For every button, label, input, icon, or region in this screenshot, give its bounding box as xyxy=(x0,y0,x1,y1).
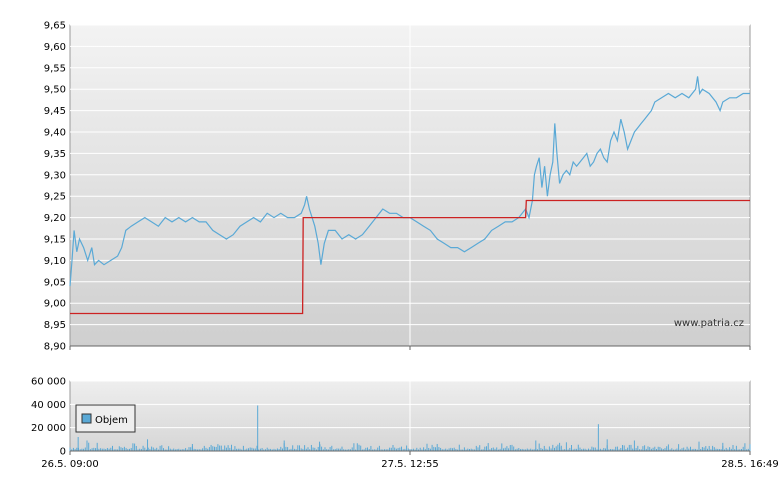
volume-legend: Objem xyxy=(75,404,136,433)
price-panel: 9,65 9,60 9,55 9,50 9,45 9,40 9,35 9,30 9,25 9,20… xyxy=(44,21,751,353)
volume-panel: 60 000 40 000 20 000 0 Objem 26.5. 09:00 27.5.… xyxy=(31,377,779,471)
price-tick-label: 8,90 xyxy=(44,342,66,353)
price-tick-label: 9,15 xyxy=(44,235,66,246)
price-tick-label: 9,45 xyxy=(44,106,66,117)
price-tick-label: 8,95 xyxy=(44,320,66,331)
price-tick-label: 9,35 xyxy=(44,149,66,160)
x-axis-label: 28.5. 16:49 xyxy=(721,459,778,470)
price-tick-label: 9,20 xyxy=(44,213,66,224)
watermark-text: www.patria.cz xyxy=(674,318,744,329)
x-axis-label: 27.5. 12:55 xyxy=(381,459,438,470)
legend-box xyxy=(75,404,136,433)
price-tick-label: 9,10 xyxy=(44,256,66,267)
price-tick-label: 9,40 xyxy=(44,128,66,139)
price-tick-label: 9,05 xyxy=(44,277,66,288)
price-tick-label: 9,30 xyxy=(44,170,66,181)
volume-tick-label: 0 xyxy=(60,447,66,458)
price-tick-label: 9,60 xyxy=(44,42,66,53)
reference-line xyxy=(70,199,750,315)
price-line xyxy=(69,76,750,287)
price-tick-label: 9,00 xyxy=(44,299,66,310)
volume-tick-label: 40 000 xyxy=(31,400,66,411)
volume-tick-label: 60 000 xyxy=(31,377,66,388)
legend-swatch xyxy=(81,413,92,424)
price-tick-label: 9,25 xyxy=(44,192,66,203)
volume-tick-label: 20 000 xyxy=(31,423,66,434)
legend-label: Objem xyxy=(95,415,128,426)
x-axis-label: 26.5. 09:00 xyxy=(41,459,98,470)
price-tick-label: 9,65 xyxy=(44,21,66,32)
price-tick-label: 9,50 xyxy=(44,85,66,96)
price-tick-label: 9,55 xyxy=(44,63,66,74)
